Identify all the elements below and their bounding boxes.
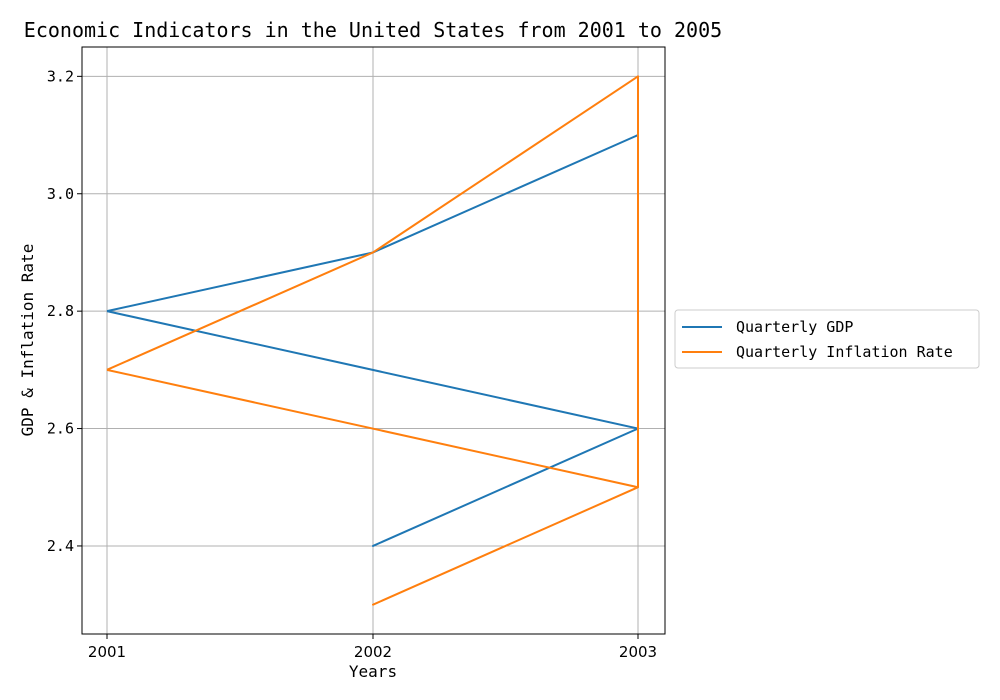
legend-entry-label: Quarterly Inflation Rate <box>736 343 953 361</box>
x-tick-label: 2003 <box>619 643 657 661</box>
y-tick-label: 3.0 <box>47 185 74 203</box>
y-tick-label: 3.2 <box>47 67 74 85</box>
y-tick-label: 2.8 <box>47 302 74 320</box>
y-axis-label: GDP & Inflation Rate <box>18 244 37 437</box>
y-tick-label: 2.6 <box>47 420 74 438</box>
x-tick-label: 2001 <box>88 643 126 661</box>
chart-title: Economic Indicators in the United States… <box>24 18 722 42</box>
x-axis-label: Years <box>349 662 397 681</box>
x-axis-ticks: 2001 2002 2003 <box>88 634 657 661</box>
legend-entry-label: Quarterly GDP <box>736 318 853 336</box>
x-tick-label: 2002 <box>354 643 392 661</box>
legend: Quarterly GDP Quarterly Inflation Rate <box>675 310 979 368</box>
y-axis-ticks: 2.4 2.6 2.8 3.0 3.2 <box>47 67 82 555</box>
y-tick-label: 2.4 <box>47 537 74 555</box>
